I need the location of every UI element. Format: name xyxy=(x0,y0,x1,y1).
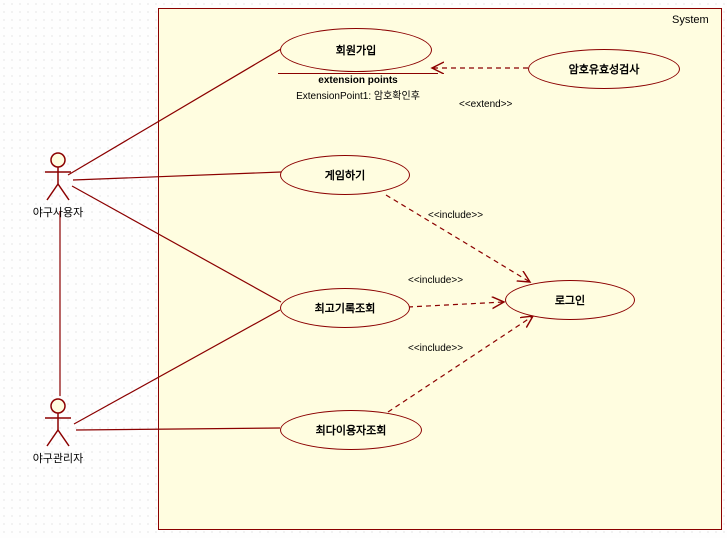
actor-admin: 야구관리자 xyxy=(28,398,88,466)
actor-label: 야구사용자 xyxy=(28,204,88,220)
actor-icon xyxy=(40,152,76,202)
usecase-valid: 암호유효성검사 xyxy=(528,49,680,89)
extension-points-title: extension points xyxy=(278,73,438,86)
usecase-maxuser: 최다이용자조회 xyxy=(280,410,422,450)
stereotype-label: <<extend>> xyxy=(459,99,512,110)
usecase-record: 최고기록조회 xyxy=(280,288,410,328)
extension-point-line: ExtensionPoint1: 암호확인후 xyxy=(278,87,438,102)
actor-icon xyxy=(40,398,76,448)
usecase-play: 게임하기 xyxy=(280,155,410,195)
stereotype-label: <<include>> xyxy=(408,275,463,286)
actor-label: 야구관리자 xyxy=(28,450,88,466)
usecase-login: 로그인 xyxy=(505,280,635,320)
stereotype-label: <<include>> xyxy=(408,343,463,354)
actor-user: 야구사용자 xyxy=(28,152,88,220)
extension-points-box: extension points ExtensionPoint1: 암호확인후 xyxy=(278,73,438,102)
stereotype-label: <<include>> xyxy=(428,210,483,221)
usecase-signup: 회원가입 xyxy=(280,28,432,72)
system-label: System xyxy=(672,14,709,26)
